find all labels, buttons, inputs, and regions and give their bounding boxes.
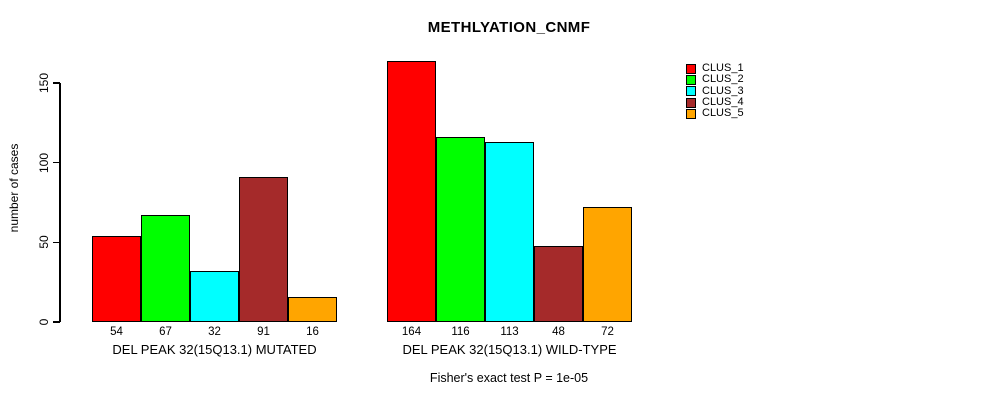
x-axis-group-label: DEL PEAK 32(15Q13.1) MUTATED <box>112 342 317 357</box>
legend-color-swatch <box>686 86 696 97</box>
legend-label: CLUS_2 <box>702 73 744 86</box>
bar-value-label: 72 <box>601 326 614 338</box>
bar-clus_4-group2 <box>534 245 583 322</box>
bar-value-label: 48 <box>552 326 565 338</box>
bar-clus_2-group1 <box>141 215 190 322</box>
bar-clus_4-group1 <box>239 177 288 322</box>
y-axis-tick <box>53 161 60 164</box>
y-axis-tick-label: 50 <box>37 235 51 250</box>
y-axis-tick-label: 150 <box>37 72 51 94</box>
legend-color-swatch <box>686 108 696 119</box>
y-axis-line <box>59 83 61 322</box>
legend-item-clus_4: CLUS_4 <box>686 97 744 108</box>
bar-value-label: 91 <box>257 326 270 338</box>
fisher-test-note: Fisher's exact test P = 1e-05 <box>429 371 589 385</box>
chart-title: METHLYATION_CNMF <box>427 19 591 36</box>
legend-item-clus_1: CLUS_1 <box>686 63 744 74</box>
bar-value-label: 54 <box>110 326 123 338</box>
bar-clus_2-group2 <box>436 137 485 322</box>
y-axis-tick <box>53 321 60 323</box>
y-axis-tick-label: 0 <box>37 318 51 326</box>
legend: CLUS_1 CLUS_2 CLUS_3 CLUS_4 CLUS_5 <box>686 63 744 119</box>
legend-color-swatch <box>686 74 696 85</box>
legend-label: CLUS_4 <box>702 96 744 109</box>
bar-value-label: 32 <box>208 326 221 338</box>
legend-color-swatch <box>686 97 696 108</box>
legend-label: CLUS_1 <box>702 62 744 75</box>
bar-value-label: 116 <box>451 326 470 338</box>
x-axis-group-label: DEL PEAK 32(15Q13.1) WILD-TYPE <box>402 342 617 357</box>
y-axis-label: number of cases <box>7 143 21 233</box>
legend-label: CLUS_3 <box>702 84 744 97</box>
bar-clus_3-group2 <box>485 141 534 322</box>
bar-value-label: 67 <box>159 326 172 338</box>
y-axis-tick-label: 100 <box>37 152 51 173</box>
legend-item-clus_5: CLUS_5 <box>686 108 744 119</box>
bar-value-label: 16 <box>306 326 319 338</box>
bar-clus_5-group1 <box>288 296 337 322</box>
bar-value-label: 113 <box>500 326 519 338</box>
bar-value-label: 164 <box>401 326 422 338</box>
y-axis-tick <box>53 241 60 244</box>
bar-clus_5-group2 <box>583 207 632 322</box>
legend-label: CLUS_5 <box>702 107 744 120</box>
bar-clus_1-group1 <box>92 235 141 322</box>
legend-item-clus_2: CLUS_2 <box>686 74 744 85</box>
legend-color-swatch <box>686 63 696 74</box>
bar-clus_3-group1 <box>190 271 239 322</box>
bar-clus_1-group2 <box>387 60 436 322</box>
legend-item-clus_3: CLUS_3 <box>686 84 744 97</box>
y-axis-tick <box>53 82 60 84</box>
